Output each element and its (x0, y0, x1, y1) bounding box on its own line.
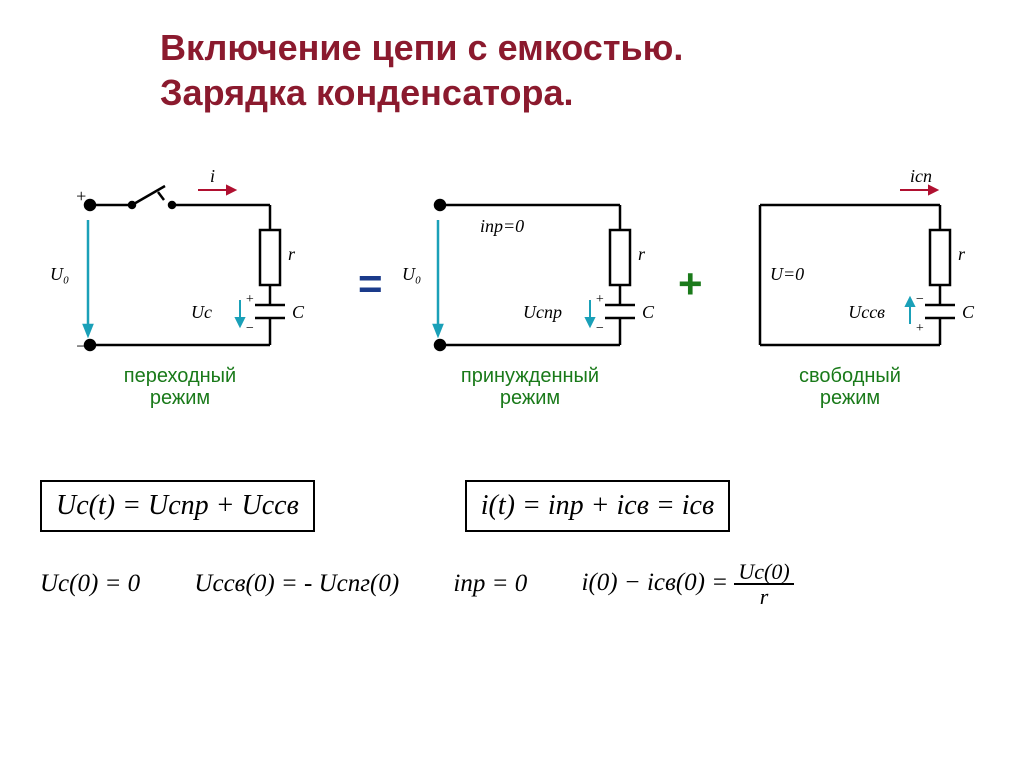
current-label: iпр=0 (480, 216, 524, 236)
formulas-block: Uс(t) = Uспр + Uссв i(t) = iпр + iсв = i… (40, 480, 990, 608)
cap-minus: + (915, 321, 924, 336)
cap-plus: + (595, 292, 604, 307)
term-plus: + (75, 186, 87, 206)
circuit-free: iсп U=0 Uссв r C − + свободный режим (710, 160, 990, 420)
formula-row: Uс(0) = 0 Uссв(0) = - Uспг(0) iпр = 0 i(… (40, 560, 990, 608)
title-line-2: Зарядка конденсатора. (160, 72, 574, 113)
cap-minus: − (245, 321, 254, 336)
fraction: Uс(0) r (734, 560, 793, 608)
cap-plus: + (245, 292, 254, 307)
term-minus: − (75, 336, 87, 356)
equals-operator: = (358, 260, 383, 308)
eq-uccv0: Uссв(0) = - Uспг(0) (194, 570, 399, 598)
u0-label: U₀ (50, 264, 69, 284)
formula-uc: Uс(t) = Uспр + Uссв (40, 480, 315, 532)
r-label: r (288, 244, 296, 264)
c-label: C (642, 302, 655, 322)
r-label: r (638, 244, 646, 264)
eq-i0: i(0) − iсв(0) = Uс(0) r (582, 560, 794, 608)
current-label: i (210, 166, 215, 186)
title-line-1: Включение цепи с емкостью. (160, 27, 683, 68)
caption-transient: переходный режим (40, 365, 320, 409)
circuit-transient: i + − U₀ Uc r C + − переходный режим (40, 160, 320, 420)
formula-i: i(t) = iпр + iсв = iсв (465, 480, 730, 532)
circuits-row: i + − U₀ Uc r C + − переходный режим = (40, 160, 990, 440)
caption-forced: принужденный режим (390, 365, 670, 409)
plus-operator: + (678, 260, 703, 308)
caption-free: свободный режим (710, 365, 990, 409)
cap-plus: − (915, 292, 924, 307)
page-title: Включение цепи с емкостью. Зарядка конде… (160, 25, 683, 115)
cap-minus: − (595, 321, 604, 336)
eq-ipr: iпр = 0 (453, 570, 527, 598)
eq-uc0: Uс(0) = 0 (40, 570, 140, 598)
current-label: iсп (910, 166, 932, 186)
r-label: r (958, 244, 966, 264)
uc-label: Uссв (848, 302, 885, 322)
circuit-forced: iпр=0 U₀ Uспр r C + − принужденный режим (390, 160, 670, 420)
u0-label: U=0 (770, 264, 804, 284)
c-label: C (292, 302, 305, 322)
u0-label: U₀ (402, 264, 421, 284)
uc-label: Uспр (523, 302, 562, 322)
uc-label: Uc (191, 302, 212, 322)
c-label: C (962, 302, 975, 322)
